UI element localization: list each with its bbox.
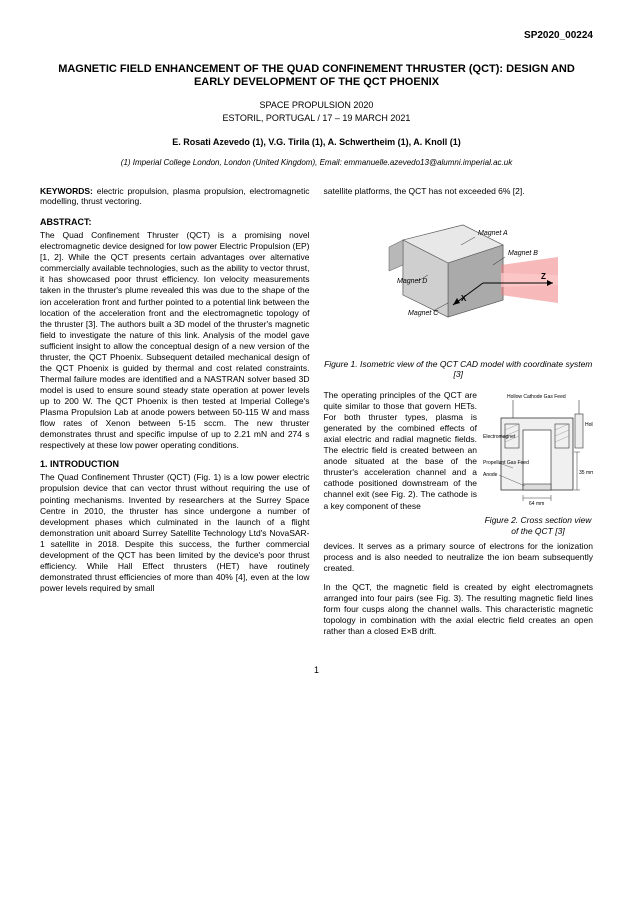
para-after-fig2: devices. It serves as a primary source o… xyxy=(324,541,594,574)
introduction-heading: 1. INTRODUCTION xyxy=(40,459,310,470)
fig2-label-hollow-cathode-gas: Hollow Cathode Gas Feed xyxy=(507,394,566,400)
abstract-heading: ABSTRACT: xyxy=(40,217,310,228)
affiliation: (1) Imperial College London, London (Uni… xyxy=(40,158,593,168)
document-id: SP2020_00224 xyxy=(40,30,593,43)
figure-2-image: Hollow Cathode Gas Feed Hollow Cathode E… xyxy=(483,390,593,510)
fig1-label-magnet-d: Magnet D xyxy=(397,278,427,285)
para-last: In the QCT, the magnetic field is create… xyxy=(324,582,594,637)
fig1-label-magnet-b: Magnet B xyxy=(508,250,538,257)
figure-2-wrap-text: The operating principles of the QCT are … xyxy=(324,390,478,537)
fig2-dim-64: 64 mm xyxy=(529,501,544,507)
fig1-label-magnet-a: Magnet A xyxy=(478,230,508,237)
fig1-axis-z: Z xyxy=(541,272,546,281)
figure-2-caption: Figure 2. Cross section view of the QCT … xyxy=(483,515,593,536)
right-column: satellite platforms, the QCT has not exc… xyxy=(324,186,594,645)
fig1-label-magnet-c: Magnet C xyxy=(408,310,439,317)
page-number: 1 xyxy=(40,665,593,676)
conference-location: ESTORIL, PORTUGAL / 17 – 19 MARCH 2021 xyxy=(40,113,593,124)
paper-title: MAGNETIC FIELD ENHANCEMENT OF THE QUAD C… xyxy=(40,63,593,91)
fig2-label-anode: Anode xyxy=(483,472,498,478)
figure-1-caption: Figure 1. Isometric view of the QCT CAD … xyxy=(324,359,594,380)
figure-1: Magnet A Magnet B Magnet C Magnet D X Z xyxy=(324,205,594,355)
introduction-body: The Quad Confinement Thruster (QCT) (Fig… xyxy=(40,472,310,594)
fig2-label-propellant: Propellant Gas Feed xyxy=(483,460,529,466)
col2-intro-text: satellite platforms, the QCT has not exc… xyxy=(324,186,594,197)
fig2-dim-35: 35 mm xyxy=(579,470,593,476)
two-column-body: KEYWORDS: electric propulsion, plasma pr… xyxy=(40,186,593,645)
conference-name: SPACE PROPULSION 2020 xyxy=(40,100,593,111)
author-list: E. Rosati Azevedo (1), V.G. Tirila (1), … xyxy=(40,137,593,148)
abstract-body: The Quad Confinement Thruster (QCT) is a… xyxy=(40,230,310,451)
fig1-axis-x: X xyxy=(461,294,467,303)
fig2-label-hollow-cathode: Hollow Cathode xyxy=(585,422,593,428)
figure-1-image: Magnet A Magnet B Magnet C Magnet D X Z xyxy=(353,205,563,355)
keywords: KEYWORDS: electric propulsion, plasma pr… xyxy=(40,186,310,207)
left-column: KEYWORDS: electric propulsion, plasma pr… xyxy=(40,186,310,645)
figure-2: Hollow Cathode Gas Feed Hollow Cathode E… xyxy=(483,390,593,537)
figure-2-text-wrap: The operating principles of the QCT are … xyxy=(324,390,594,537)
keywords-label: KEYWORDS: xyxy=(40,186,93,196)
